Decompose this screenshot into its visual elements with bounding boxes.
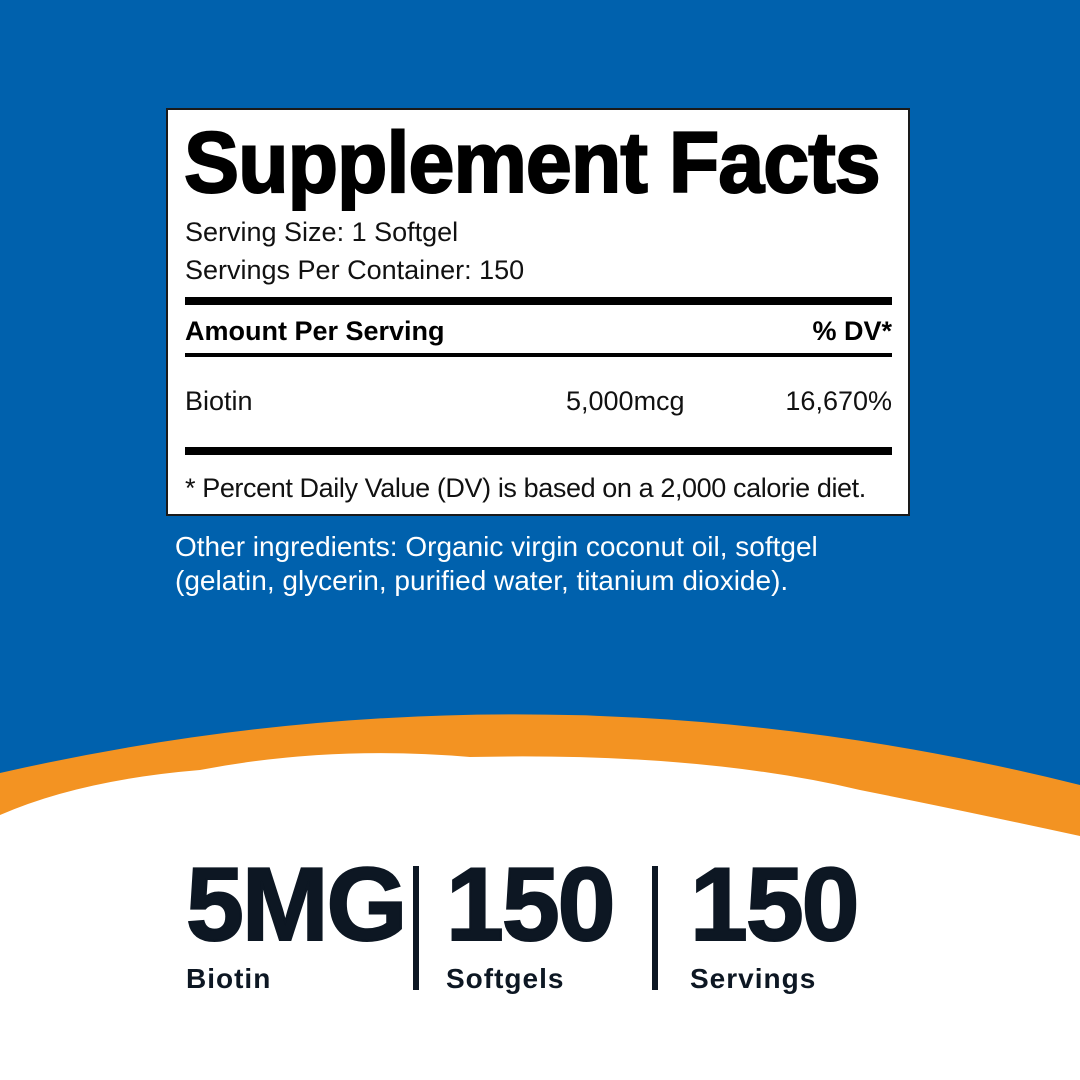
panel-title: Supplement Facts: [183, 115, 882, 211]
stat-biotin: 5MG Biotin: [185, 847, 408, 995]
dv-header: % DV*: [812, 316, 892, 346]
servings-per-container: Servings Per Container: 150: [185, 255, 525, 285]
stat-servings: 150 Servings: [689, 847, 861, 995]
stat-value: 150: [689, 847, 861, 963]
other-ingredients: Other ingredients: Organic virgin coconu…: [175, 531, 818, 596]
stat-label: Softgels: [446, 963, 565, 994]
thin-divider: [185, 353, 892, 357]
serving-size: Serving Size: 1 Softgel: [185, 217, 459, 247]
amount-per-serving-header: Amount Per Serving: [185, 316, 445, 346]
footnote: * Percent Daily Value (DV) is based on a…: [185, 473, 866, 503]
stat-label: Servings: [690, 963, 817, 994]
stat-label: Biotin: [186, 963, 272, 994]
stat-value: 5MG: [185, 847, 408, 963]
thick-divider: [185, 297, 892, 305]
nutrient-dv: 16,670%: [785, 386, 892, 416]
stat-softgels: 150 Softgels: [445, 847, 617, 995]
supplement-facts-panel: Supplement Facts Serving Size: 1 Softgel…: [166, 108, 910, 516]
thick-divider: [185, 447, 892, 455]
stat-value: 150: [445, 847, 617, 963]
stat-divider: [652, 866, 658, 990]
nutrient-name: Biotin: [185, 386, 253, 416]
stat-divider: [413, 866, 419, 990]
white-area: [0, 753, 1080, 1080]
nutrient-amount: 5,000mcg: [566, 386, 685, 416]
